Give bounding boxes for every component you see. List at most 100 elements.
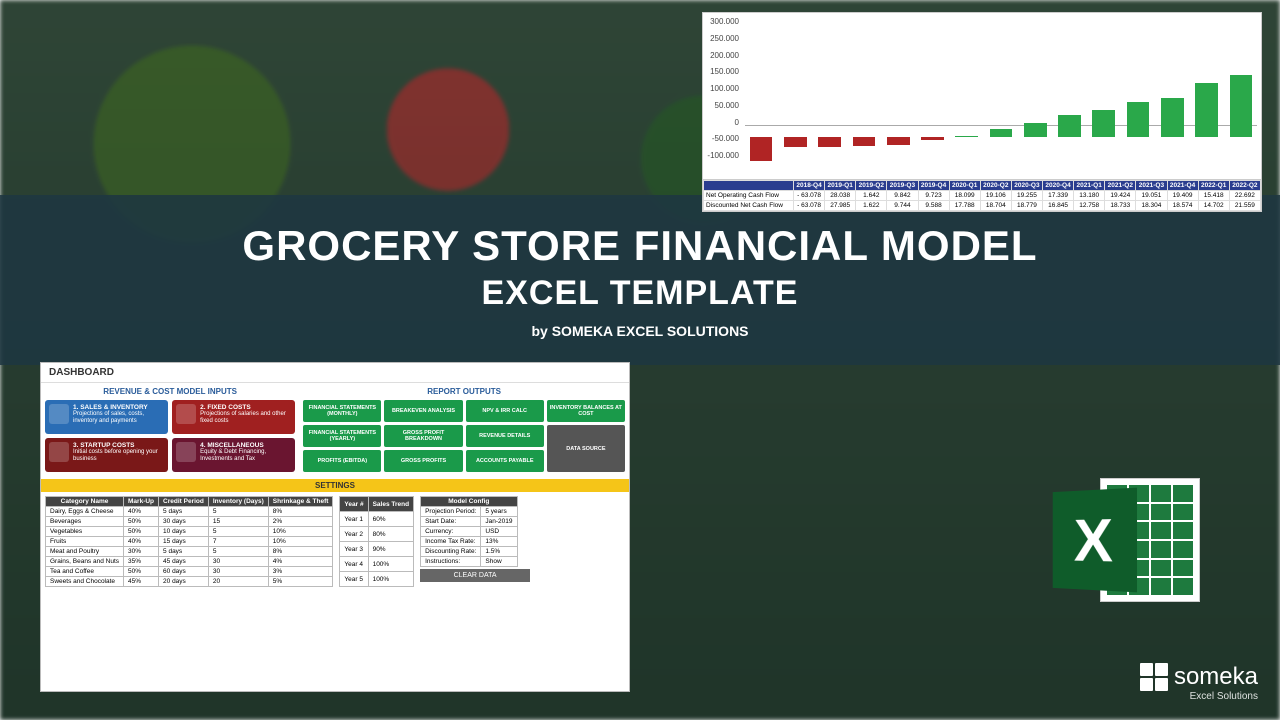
output-button[interactable]: PROFITS (EBITDA)	[303, 450, 381, 472]
config-header: Model Config	[421, 497, 517, 507]
trend-cell: Year 1	[340, 512, 368, 527]
cashflow-cell: 19.106	[980, 191, 1011, 201]
cashflow-bar	[1230, 75, 1253, 137]
title-banner: GROCERY STORE FINANCIAL MODEL EXCEL TEMP…	[0, 195, 1280, 365]
output-button[interactable]: REVENUE DETAILS	[466, 425, 544, 447]
cashflow-cell: 18.099	[949, 191, 980, 201]
cat-cell: 7	[208, 537, 268, 547]
cashflow-period-header: 2018-Q4	[794, 181, 825, 191]
config-label: Start Date:	[421, 517, 481, 527]
cashflow-cell: 18.704	[980, 201, 1011, 211]
dashboard-panel: DASHBOARD REVENUE & COST MODEL INPUTS 1.…	[40, 362, 630, 692]
cat-cell: Dairy, Eggs & Cheese	[46, 507, 124, 517]
cashflow-table: 2018-Q42019-Q12019-Q22019-Q32019-Q42020-…	[703, 179, 1261, 211]
cashflow-ytick: 200.000	[705, 51, 739, 60]
cashflow-ytick: 100.000	[705, 84, 739, 93]
someka-tagline: Excel Solutions	[1140, 691, 1258, 702]
output-button[interactable]: INVENTORY BALANCES AT COST	[547, 400, 625, 422]
input-card[interactable]: 4. MISCELLANEOUSEquity & Debt Financing,…	[172, 438, 295, 472]
cashflow-ytick: 300.000	[705, 17, 739, 26]
input-card-text: 4. MISCELLANEOUSEquity & Debt Financing,…	[200, 442, 291, 462]
cat-cell: 5	[208, 547, 268, 557]
someka-logo: someka Excel Solutions	[1140, 663, 1258, 702]
cashflow-bar	[990, 129, 1013, 137]
output-button[interactable]: DATA SOURCE	[547, 425, 625, 472]
cat-cell: 60 days	[159, 567, 209, 577]
inputs-title: REVENUE & COST MODEL INPUTS	[45, 387, 295, 396]
cat-cell: 10%	[268, 537, 333, 547]
cashflow-cell: 27.985	[825, 201, 856, 211]
cat-cell: 5	[208, 527, 268, 537]
cat-cell: Tea and Coffee	[46, 567, 124, 577]
cat-header: Mark-Up	[124, 497, 159, 507]
input-card[interactable]: 1. SALES & INVENTORYProjections of sales…	[45, 400, 168, 434]
cat-cell: 8%	[268, 547, 333, 557]
cashflow-cell: 9.744	[887, 201, 918, 211]
output-button[interactable]: GROSS PROFIT BREAKDOWN	[384, 425, 462, 447]
settings-bar: SETTINGS	[41, 479, 629, 492]
cashflow-period-header: 2020-Q3	[1011, 181, 1042, 191]
cashflow-cell: 19.255	[1011, 191, 1042, 201]
model-config-table: Model ConfigProjection Period:5 yearsSta…	[420, 496, 517, 567]
cashflow-period-header: 2021-Q4	[1167, 181, 1198, 191]
cat-cell: Grains, Beans and Nuts	[46, 557, 124, 567]
output-button[interactable]: BREAKEVEN ANALYSIS	[384, 400, 462, 422]
cat-cell: 50%	[124, 527, 159, 537]
cashflow-cell: 1.622	[856, 201, 887, 211]
output-button[interactable]: ACCOUNTS PAYABLE	[466, 450, 544, 472]
input-card-text: 1. SALES & INVENTORYProjections of sales…	[73, 404, 164, 424]
cat-cell: Fruits	[46, 537, 124, 547]
input-card-icon	[176, 442, 196, 462]
cashflow-bar	[921, 137, 944, 140]
output-button[interactable]: FINANCIAL STATEMENTS (MONTHLY)	[303, 400, 381, 422]
cashflow-bar	[750, 137, 773, 161]
cashflow-cell: 19.424	[1105, 191, 1136, 201]
cashflow-period-header: 2019-Q4	[918, 181, 949, 191]
cashflow-bar	[1058, 115, 1081, 136]
cat-cell: 5 days	[159, 507, 209, 517]
cashflow-bar	[955, 136, 978, 137]
cat-cell: 5 days	[159, 547, 209, 557]
cat-cell: 15	[208, 517, 268, 527]
config-value: Jan-2019	[481, 517, 517, 527]
cat-cell: 2%	[268, 517, 333, 527]
cat-cell: 20 days	[159, 577, 209, 587]
title-byline: by SOMEKA EXCEL SOLUTIONS	[531, 323, 748, 339]
input-card[interactable]: 3. STARTUP COSTSInitial costs before ope…	[45, 438, 168, 472]
cat-cell: 45%	[124, 577, 159, 587]
input-card[interactable]: 2. FIXED COSTSProjections of salaries an…	[172, 400, 295, 434]
input-card-icon	[49, 404, 69, 424]
cat-cell: 3%	[268, 567, 333, 577]
cashflow-chart: 300.000250.000200.000150.000100.00050.00…	[702, 12, 1262, 212]
title-main: GROCERY STORE FINANCIAL MODEL	[242, 222, 1037, 270]
config-label: Income Tax Rate:	[421, 537, 481, 547]
someka-brand: someka	[1174, 663, 1258, 691]
cat-cell: 5	[208, 507, 268, 517]
cat-cell: Vegetables	[46, 527, 124, 537]
cashflow-cell: 9.588	[918, 201, 949, 211]
cashflow-cell: 28.038	[825, 191, 856, 201]
cashflow-period-header: 2021-Q1	[1074, 181, 1105, 191]
cat-cell: 45 days	[159, 557, 209, 567]
cashflow-cell: 16.845	[1043, 201, 1074, 211]
cat-cell: 30	[208, 557, 268, 567]
cat-cell: 40%	[124, 507, 159, 517]
cat-cell: 35%	[124, 557, 159, 567]
cashflow-period-header: 2019-Q3	[887, 181, 918, 191]
cashflow-bar	[1195, 83, 1218, 137]
trend-cell: 100%	[368, 572, 414, 587]
cashflow-plot: 300.000250.000200.000150.000100.00050.00…	[703, 13, 1261, 179]
cashflow-cell: 19.409	[1167, 191, 1198, 201]
excel-x-letter: X	[1053, 488, 1137, 593]
output-button[interactable]: FINANCIAL STATEMENTS (YEARLY)	[303, 425, 381, 447]
cashflow-cell: 14.702	[1198, 201, 1229, 211]
trend-cell: Year 2	[340, 527, 368, 542]
clear-data-button[interactable]: CLEAR DATA	[420, 569, 530, 582]
output-button[interactable]: GROSS PROFITS	[384, 450, 462, 472]
cat-header: Shrinkage & Theft	[268, 497, 333, 507]
input-card-text: 2. FIXED COSTSProjections of salaries an…	[200, 404, 291, 424]
cashflow-bar	[1092, 110, 1115, 137]
config-value: 5 years	[481, 507, 517, 517]
output-button[interactable]: NPV & IRR CALC	[466, 400, 544, 422]
trend-cell: 60%	[368, 512, 414, 527]
